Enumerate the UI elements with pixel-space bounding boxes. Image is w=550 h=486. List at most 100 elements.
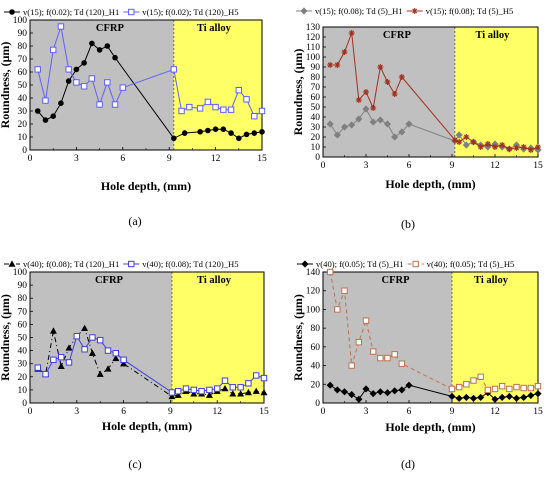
- legend-entry: v(40); f(0.08); Td (120)_H5: [142, 259, 238, 269]
- data-point: [391, 351, 398, 358]
- data-point: [355, 395, 363, 403]
- data-point: [205, 391, 213, 398]
- data-point: [505, 392, 513, 401]
- region-band: [323, 27, 455, 157]
- x-tick-label: 12: [490, 407, 500, 417]
- data-point: [97, 336, 104, 344]
- y-tick-label: 100: [306, 305, 321, 315]
- data-point: [535, 144, 541, 150]
- data-point: [88, 349, 96, 356]
- data-point: [448, 385, 456, 393]
- data-point: [205, 127, 211, 134]
- y-axis-label: Roundness, (μm): [0, 42, 12, 129]
- y-tick-label: 0: [22, 399, 27, 409]
- y-tick-label: 50: [18, 334, 28, 344]
- data-point: [96, 101, 103, 108]
- data-point: [253, 372, 260, 379]
- x-tick-label: 12: [212, 407, 222, 417]
- data-point: [212, 103, 219, 111]
- legend-entry: v(40); f(0.08); Td (120)_H1: [23, 259, 119, 269]
- data-point: [340, 388, 349, 396]
- y-tick-label: 80: [18, 42, 28, 52]
- data-point: [228, 130, 234, 136]
- data-point: [534, 390, 542, 398]
- y-tick-label: 30: [18, 107, 28, 117]
- data-point: [112, 350, 119, 357]
- y-tick-label: 80: [311, 73, 321, 83]
- y-tick-label: 100: [13, 268, 28, 278]
- x-tick-label: 0: [321, 161, 326, 171]
- region-label: Ti alloy: [475, 30, 510, 41]
- data-point: [370, 105, 377, 111]
- data-point: [477, 144, 484, 150]
- y-tick-label: 140: [306, 268, 321, 278]
- data-point: [182, 385, 190, 392]
- x-tick-label: 6: [407, 161, 412, 171]
- data-point: [362, 317, 370, 324]
- data-point: [260, 374, 268, 382]
- data-point: [383, 389, 392, 397]
- x-tick-label: 3: [74, 407, 79, 417]
- data-point: [34, 108, 41, 114]
- data-point: [57, 362, 65, 370]
- legend-marker: [412, 260, 419, 268]
- data-point: [170, 66, 178, 73]
- region-label: CFRP: [95, 275, 124, 286]
- data-point: [362, 105, 370, 113]
- data-point: [229, 384, 237, 391]
- y-tick-label: 60: [18, 320, 28, 330]
- data-point: [251, 113, 258, 120]
- y-tick-label: 80: [311, 324, 321, 334]
- data-point: [377, 354, 384, 362]
- data-point: [506, 385, 513, 393]
- data-point: [520, 144, 527, 150]
- data-point: [235, 87, 243, 94]
- data-point: [89, 334, 96, 341]
- series-2: [34, 332, 268, 396]
- y-tick-label: 60: [311, 93, 321, 103]
- legend-marker: [128, 260, 135, 268]
- data-point: [520, 393, 528, 401]
- data-point: [484, 141, 491, 147]
- data-point: [198, 388, 205, 395]
- series-1: [326, 381, 542, 403]
- data-point: [469, 394, 478, 402]
- data-point: [171, 135, 177, 142]
- data-point: [398, 74, 405, 80]
- y-tick-label: 10: [311, 143, 321, 153]
- data-point: [484, 386, 492, 394]
- data-point: [470, 139, 477, 145]
- y-tick-label: 40: [18, 94, 28, 104]
- x-tick-label: 0: [28, 407, 33, 417]
- data-point: [237, 390, 245, 397]
- data-point: [236, 135, 242, 142]
- x-tick-label: 6: [407, 407, 412, 417]
- data-point: [326, 120, 334, 128]
- region-band: [30, 20, 174, 150]
- legend: v(15); f(0.08); Td (5)_H1 v(15); f(0.08);…: [296, 6, 513, 16]
- data-point: [477, 373, 484, 381]
- x-tick-label: 15: [257, 154, 267, 164]
- legend-entry: v(15); f(0.08); Td (5)_H1: [315, 6, 403, 16]
- x-tick-label: 3: [74, 154, 79, 164]
- data-point: [391, 133, 399, 141]
- data-point: [348, 121, 356, 129]
- y-tick-label: 0: [315, 399, 320, 409]
- data-point: [73, 332, 80, 340]
- data-point: [104, 347, 112, 354]
- y-tick-label: 0: [315, 153, 320, 163]
- data-point: [168, 389, 176, 396]
- data-point: [34, 66, 41, 73]
- y-tick-label: 20: [18, 373, 28, 383]
- x-tick-label: 0: [28, 154, 33, 164]
- data-point: [65, 66, 72, 73]
- y-tick-label: 120: [306, 33, 321, 43]
- x-tick-label: 15: [533, 407, 543, 417]
- data-point: [391, 387, 399, 395]
- data-point: [88, 75, 96, 82]
- data-point: [326, 268, 334, 276]
- data-point: [65, 78, 72, 84]
- data-point: [221, 384, 229, 392]
- y-axis-label: Roundness, (μm): [291, 294, 305, 381]
- data-point: [190, 390, 198, 397]
